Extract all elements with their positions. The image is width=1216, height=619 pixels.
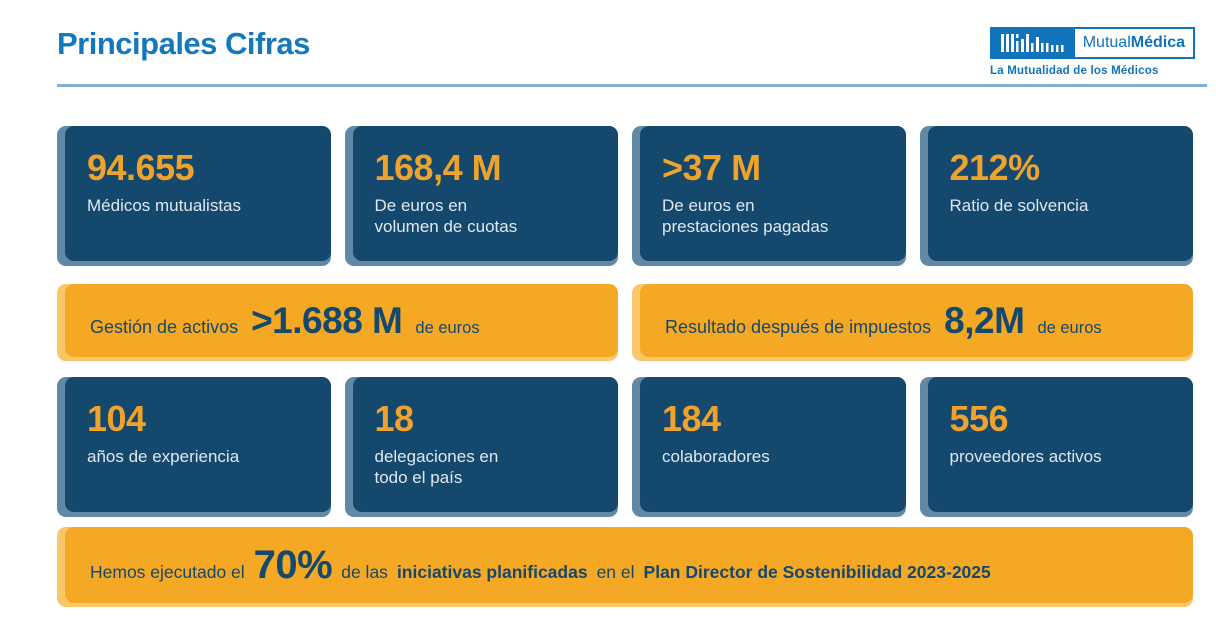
- sustainability-banner: Hemos ejecutado el 70% de las iniciativa…: [57, 527, 1193, 607]
- brand-name: Mutual Médica: [1075, 29, 1193, 57]
- stat-value: >37 M: [662, 147, 761, 188]
- bottom-text-2: de las: [341, 561, 388, 582]
- stat-value: 18: [374, 398, 415, 439]
- page-title: Principales Cifras: [57, 26, 310, 61]
- logo-bars-icon: [992, 29, 1075, 57]
- banner-value: 8,2M: [944, 299, 1025, 341]
- stat-card-delegaciones: 18 delegaciones en todo el país: [344, 377, 618, 517]
- kpi-banner-resultado: Resultado después de impuestos 8,2M de e…: [632, 284, 1193, 361]
- kpi-banner-activos: Gestión de activos >1.688 M de euros: [57, 284, 618, 361]
- brand-name-regular: Mutual: [1082, 34, 1131, 51]
- stat-label: Ratio de solvencia: [949, 196, 1089, 215]
- sustainability-banner-row: Hemos ejecutado el 70% de las iniciativa…: [57, 527, 1193, 607]
- stat-value: 184: [662, 398, 721, 439]
- stat-card-experiencia: 104 años de experiencia: [57, 377, 331, 517]
- stat-value: 556: [949, 398, 1009, 439]
- stat-label: proveedores activos: [949, 447, 1102, 466]
- bottom-value: 70%: [253, 542, 333, 587]
- stat-label: colaboradores: [662, 447, 770, 466]
- stat-value: 104: [87, 398, 146, 439]
- stat-value: 168,4 M: [374, 147, 502, 188]
- banner-suffix: de euros: [415, 318, 480, 337]
- stat-label: De euros en volumen de cuotas: [374, 196, 518, 237]
- bottom-bold-1: iniciativas planificadas: [396, 561, 588, 582]
- brand-name-bold: Médica: [1130, 34, 1185, 51]
- brand-tagline: La Mutualidad de los Médicos: [990, 65, 1159, 77]
- stat-card-colaboradores: 184 colaboradores: [632, 377, 906, 517]
- logo-box: Mutual Médica: [990, 27, 1195, 59]
- bottom-text-3: en el: [596, 561, 635, 582]
- banner-prefix: Resultado después de impuestos: [665, 316, 932, 337]
- bottom-bold-2: Plan Director de Sostenibilidad 2023-202…: [643, 561, 991, 582]
- header-divider: [57, 84, 1207, 87]
- stats-row-2: 104 años de experiencia 18 delegaciones …: [57, 377, 1193, 517]
- stat-label: años de experiencia: [87, 447, 240, 466]
- banner-prefix: Gestión de activos: [90, 316, 239, 337]
- stat-card-proveedores: 556 proveedores activos: [919, 377, 1193, 517]
- stat-card-solvencia: 212% Ratio de solvencia: [919, 126, 1193, 266]
- stat-card-cuotas: 168,4 M De euros en volumen de cuotas: [344, 126, 618, 266]
- stat-label: delegaciones en todo el país: [374, 447, 499, 488]
- banner-value: >1.688 M: [251, 299, 403, 341]
- kpi-banner-row: Gestión de activos >1.688 M de euros Res…: [57, 284, 1193, 361]
- bottom-text-1: Hemos ejecutado el: [90, 561, 245, 582]
- stat-value: 94.655: [87, 147, 195, 188]
- stats-row-1: 94.655 Médicos mutualistas 168,4 M De eu…: [57, 126, 1193, 266]
- stat-label: De euros en prestaciones pagadas: [662, 196, 829, 237]
- stat-card-medicos: 94.655 Médicos mutualistas: [57, 126, 331, 266]
- stat-label: Médicos mutualistas: [87, 196, 242, 215]
- banner-suffix: de euros: [1037, 318, 1102, 337]
- stat-card-prestaciones: >37 M De euros en prestaciones pagadas: [632, 126, 906, 266]
- brand-logo: Mutual Médica La Mutualidad de los Médico…: [990, 27, 1195, 77]
- stat-value: 212%: [949, 147, 1041, 188]
